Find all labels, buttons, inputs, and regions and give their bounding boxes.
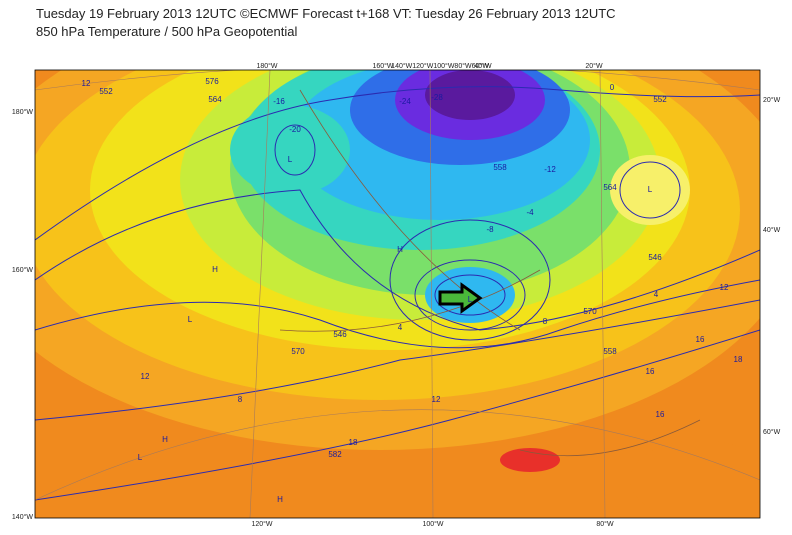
coordinate-label: 140°W — [12, 513, 33, 521]
title: Tuesday 19 February 2013 12UTC ©ECMWF Fo… — [36, 6, 616, 21]
contour-label: 564 — [208, 95, 222, 104]
coordinate-label: 140°W120°W100°W80°W60°W — [391, 62, 489, 70]
contour-label: 12 — [141, 372, 150, 381]
contour-label: -20 — [289, 125, 301, 134]
coordinate-label: 20°W — [585, 62, 603, 70]
contour-label: L — [138, 453, 143, 462]
contour-label: -16 — [273, 97, 285, 106]
contour-label: 18 — [734, 355, 743, 364]
coordinate-label: 160°W — [372, 62, 393, 70]
contour-label: H — [162, 435, 168, 444]
contour-label: L — [648, 185, 653, 194]
contour-label: 546 — [333, 330, 347, 339]
coordinate-label: 100°W — [422, 520, 443, 528]
contour-label: 8 — [543, 317, 548, 326]
contour-label: 552 — [653, 95, 667, 104]
contour-label: 16 — [696, 335, 705, 344]
contour-label: 576 — [205, 77, 219, 86]
contour-label: 18 — [349, 438, 358, 447]
contour-label: 0 — [610, 83, 615, 92]
contour-label: 16 — [656, 410, 665, 419]
contour-label: 558 — [493, 163, 507, 172]
coordinate-label: 20°W — [763, 96, 781, 104]
subtitle: 850 hPa Temperature / 500 hPa Geopotenti… — [36, 24, 298, 39]
coordinate-label: 80°W — [596, 520, 614, 528]
contour-label: -12 — [544, 165, 556, 174]
contour-label: L — [188, 315, 193, 324]
contour-label: 582 — [328, 450, 342, 459]
contour-label: H — [397, 245, 403, 254]
contour-label: 4 — [654, 290, 659, 299]
contour-label: H — [212, 265, 218, 274]
contour-label: 16 — [646, 367, 655, 376]
contour-label: 552 — [99, 87, 113, 96]
contour-label: L — [288, 155, 293, 164]
contour-label: -4 — [526, 208, 534, 217]
contour-label: -8 — [486, 225, 494, 234]
coordinate-label: 120°W — [251, 520, 272, 528]
contour-label: -28 — [431, 93, 443, 102]
coordinate-label: 160°W — [12, 266, 33, 274]
contour-label: 8 — [238, 395, 243, 404]
coordinate-label: 180°W — [12, 108, 33, 116]
contour-label: 570 — [583, 307, 597, 316]
contour-label: 558 — [603, 347, 617, 356]
contour-label: 570 — [291, 347, 305, 356]
contour-label: -24 — [399, 97, 411, 106]
coordinate-label: 40°W — [763, 226, 781, 234]
contour-label: 564 — [603, 183, 617, 192]
contour-label: 546 — [648, 253, 662, 262]
contour-label: H — [277, 495, 283, 504]
contour-label: 12 — [720, 283, 729, 292]
coordinate-label: 60°W — [763, 428, 781, 436]
temperature-field — [35, 70, 760, 518]
coordinate-label: 180°W — [256, 62, 277, 70]
contour-label: L — [468, 295, 473, 304]
contour-label: 4 — [398, 323, 403, 332]
coordinate-label: 40°W — [474, 62, 492, 70]
contour-label: 12 — [82, 79, 91, 88]
contour-label: 12 — [432, 395, 441, 404]
